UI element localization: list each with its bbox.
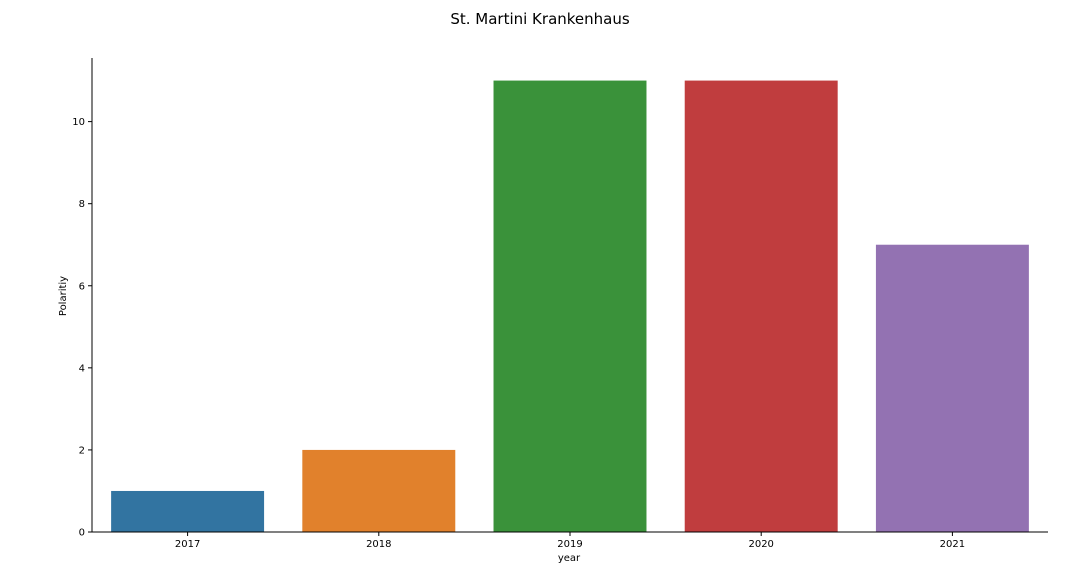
x-tick-label: 2018 bbox=[366, 539, 391, 550]
y-ticks-group: 0 2 4 6 8 10 bbox=[72, 117, 92, 539]
chart-title: St. Martini Krankenhaus bbox=[450, 10, 630, 28]
bar-2018 bbox=[302, 449, 456, 532]
x-ticks-group: 2017 2018 2019 2020 2021 bbox=[175, 532, 965, 550]
x-tick-label: 2017 bbox=[175, 539, 200, 550]
x-axis-label: year bbox=[558, 553, 581, 564]
bar-2017 bbox=[111, 490, 265, 532]
y-tick-label: 8 bbox=[79, 199, 85, 210]
y-axis-label: Polaritiy bbox=[58, 276, 69, 316]
x-tick-label: 2019 bbox=[557, 539, 582, 550]
bar-2019 bbox=[493, 80, 647, 533]
y-tick-label: 10 bbox=[72, 117, 85, 128]
y-tick-label: 0 bbox=[79, 528, 85, 539]
x-tick-label: 2020 bbox=[748, 539, 773, 550]
bar-2020 bbox=[684, 80, 838, 533]
y-tick-label: 6 bbox=[79, 281, 85, 292]
bars-group bbox=[111, 80, 1029, 533]
bar-2021 bbox=[875, 244, 1029, 532]
y-tick-label: 4 bbox=[79, 363, 85, 374]
x-tick-label: 2021 bbox=[940, 539, 965, 550]
y-tick-label: 2 bbox=[79, 445, 85, 456]
